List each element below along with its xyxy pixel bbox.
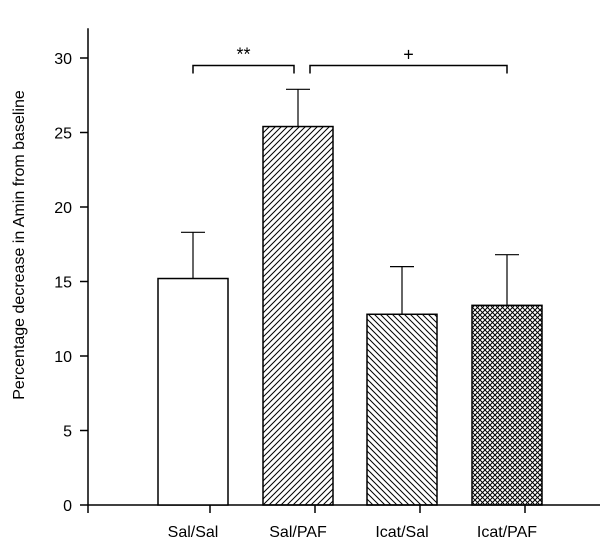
significance-bracket xyxy=(192,64,295,74)
significance-label: + xyxy=(403,44,414,64)
bar-sal-sal xyxy=(157,277,229,506)
bars-group: Sal/Sal Sal/PAF Icat/Sal Icat/PAF xyxy=(157,88,543,541)
y-tick-label: 15 xyxy=(54,275,72,292)
significance-annotations: ** + xyxy=(192,44,508,74)
bar-icat-sal xyxy=(366,313,438,506)
bar-sal-paf xyxy=(262,125,334,506)
significance-bracket xyxy=(309,64,508,74)
y-tick-label: 20 xyxy=(54,200,72,217)
y-tick-label: 5 xyxy=(63,424,72,441)
y-tick-label: 25 xyxy=(54,126,72,143)
significance-label: ** xyxy=(236,44,250,64)
y-axis-label: Percentage decrease in Amin from baselin… xyxy=(11,90,28,400)
x-tick-label: Sal/PAF xyxy=(269,524,327,541)
x-tick-label: Icat/PAF xyxy=(477,524,537,541)
x-tick-label: Icat/Sal xyxy=(375,524,428,541)
y-tick-label: 30 xyxy=(54,51,72,68)
y-tick-label: 0 xyxy=(63,498,72,515)
bar-icat-paf xyxy=(471,304,543,506)
y-tick-label: 10 xyxy=(54,349,72,366)
x-tick-label: Sal/Sal xyxy=(168,524,219,541)
